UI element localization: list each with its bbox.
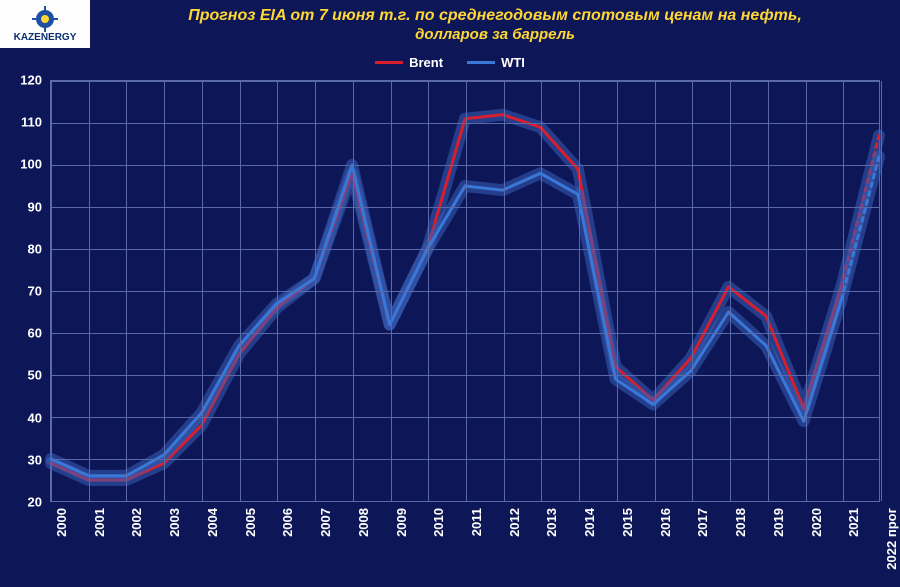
x-tick: 2015 (620, 508, 635, 537)
gridline (51, 249, 879, 250)
title-line2: долларов за баррель (100, 26, 890, 45)
gridline (428, 81, 429, 501)
x-tick: 2020 (809, 508, 824, 537)
y-tick: 80 (28, 241, 42, 256)
gridline (881, 81, 882, 501)
series-glow (51, 115, 879, 480)
gridline (51, 291, 879, 292)
gridline (164, 81, 165, 501)
legend-item: Brent (375, 55, 443, 70)
gridline (353, 81, 354, 501)
gridline (51, 81, 879, 82)
x-tick: 2000 (54, 508, 69, 537)
legend-item: WTI (467, 55, 525, 70)
gridline (692, 81, 693, 501)
x-tick: 2002 (129, 508, 144, 537)
gridline (730, 81, 731, 501)
x-tick: 2019 (771, 508, 786, 537)
x-tick: 2005 (243, 508, 258, 537)
gridline (202, 81, 203, 501)
gridline (315, 81, 316, 501)
gridline (806, 81, 807, 501)
gridline (240, 81, 241, 501)
series-glow (51, 157, 879, 476)
gridline (51, 333, 879, 334)
gridline (51, 375, 879, 376)
x-tick: 2013 (544, 508, 559, 537)
x-tick: 2006 (280, 508, 295, 537)
logo-text: KAZENERGY (14, 32, 77, 43)
y-tick: 90 (28, 199, 42, 214)
gridline (51, 417, 879, 418)
x-tick: 2022 прог (884, 508, 899, 570)
legend-swatch (375, 61, 403, 64)
logo-icon (28, 6, 62, 32)
y-tick: 110 (21, 115, 42, 130)
gridline (51, 501, 879, 502)
logo: KAZENERGY (0, 0, 90, 48)
gridline (541, 81, 542, 501)
gridline (391, 81, 392, 501)
x-tick: 2001 (92, 508, 107, 537)
x-tick: 2007 (318, 508, 333, 537)
gridline (51, 123, 879, 124)
x-tick: 2004 (205, 508, 220, 537)
series-line-forecast (841, 157, 879, 300)
plot-area (50, 80, 880, 502)
x-tick: 2021 (846, 508, 861, 537)
y-tick: 120 (20, 73, 42, 88)
gridline (51, 207, 879, 208)
x-tick: 2010 (431, 508, 446, 537)
gridline (466, 81, 467, 501)
x-tick: 2018 (733, 508, 748, 537)
legend-label: WTI (501, 55, 525, 70)
legend-label: Brent (409, 55, 443, 70)
gridline (89, 81, 90, 501)
chart-container: KAZENERGY Прогноз EIA от 7 июня т.г. по … (0, 0, 900, 587)
y-tick: 30 (28, 452, 42, 467)
title-line1: Прогноз EIA от 7 июня т.г. по среднегодо… (188, 7, 802, 24)
x-axis: 2000 2001 2002 2003 2004 2005 2006 2007 2008 2009… (50, 504, 880, 587)
x-tick: 2014 (582, 508, 597, 537)
x-tick: 2003 (167, 508, 182, 537)
gridline (768, 81, 769, 501)
y-tick: 100 (20, 157, 42, 172)
gridline (617, 81, 618, 501)
x-tick: 2017 (695, 508, 710, 537)
gridline (51, 81, 52, 501)
gridline (277, 81, 278, 501)
gridline (51, 459, 879, 460)
legend-swatch (467, 61, 495, 64)
y-axis: 2030405060708090100110120 (0, 80, 48, 502)
gridline (655, 81, 656, 501)
gridline (504, 81, 505, 501)
x-tick: 2012 (507, 508, 522, 537)
x-tick: 2009 (394, 508, 409, 537)
x-tick: 2011 (469, 508, 484, 536)
chart-title: Прогноз EIA от 7 июня т.г. по среднегодо… (100, 6, 890, 45)
y-tick: 50 (28, 368, 42, 383)
y-tick: 60 (28, 326, 42, 341)
gridline (843, 81, 844, 501)
legend: Brent WTI (0, 52, 900, 70)
y-tick: 20 (28, 495, 42, 510)
gridline (579, 81, 580, 501)
gridline (51, 165, 879, 166)
y-tick: 40 (28, 410, 42, 425)
x-tick: 2016 (658, 508, 673, 537)
gridline (126, 81, 127, 501)
x-tick: 2008 (356, 508, 371, 537)
y-tick: 70 (28, 284, 42, 299)
